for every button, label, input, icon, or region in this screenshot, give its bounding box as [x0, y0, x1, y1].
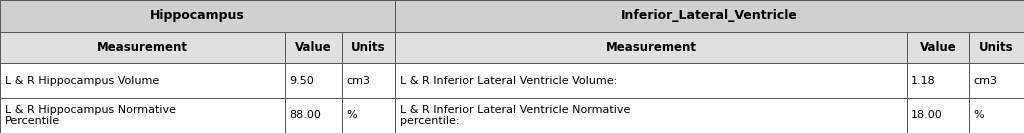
Bar [395, 32, 907, 63]
Text: L & R Hippocampus Volume: L & R Hippocampus Volume [5, 76, 160, 86]
Bar [0, 32, 285, 63]
Bar [342, 98, 395, 133]
Bar [395, 0, 1024, 32]
Text: Units: Units [979, 41, 1014, 54]
Text: Measurement: Measurement [605, 41, 696, 54]
Text: Hippocampus: Hippocampus [151, 9, 245, 22]
Text: %: % [973, 111, 984, 120]
Text: 88.00: 88.00 [289, 111, 321, 120]
Bar [0, 0, 395, 32]
Bar [907, 32, 969, 63]
Bar [0, 98, 285, 133]
Bar [0, 63, 285, 98]
Text: Measurement: Measurement [97, 41, 188, 54]
Text: 1.18: 1.18 [911, 76, 936, 86]
Bar [285, 63, 342, 98]
Bar [342, 32, 395, 63]
Text: Units: Units [351, 41, 386, 54]
Text: 9.50: 9.50 [289, 76, 313, 86]
Text: L & R Inferior Lateral Ventricle Volume:: L & R Inferior Lateral Ventricle Volume: [400, 76, 617, 86]
Text: %: % [346, 111, 356, 120]
Bar [969, 63, 1024, 98]
Text: Value: Value [295, 41, 332, 54]
Text: Value: Value [920, 41, 956, 54]
Text: cm3: cm3 [973, 76, 997, 86]
Bar [969, 32, 1024, 63]
Bar [285, 98, 342, 133]
Bar [395, 63, 907, 98]
Text: cm3: cm3 [346, 76, 370, 86]
Bar [969, 98, 1024, 133]
Text: L & R Inferior Lateral Ventricle Normative
percentile:: L & R Inferior Lateral Ventricle Normati… [400, 105, 631, 126]
Bar [342, 63, 395, 98]
Text: 18.00: 18.00 [911, 111, 943, 120]
Bar [907, 63, 969, 98]
Text: Inferior_Lateral_Ventricle: Inferior_Lateral_Ventricle [622, 9, 798, 22]
Bar [907, 98, 969, 133]
Bar [395, 98, 907, 133]
Text: L & R Hippocampus Normative
Percentile: L & R Hippocampus Normative Percentile [5, 105, 176, 126]
Bar [285, 32, 342, 63]
